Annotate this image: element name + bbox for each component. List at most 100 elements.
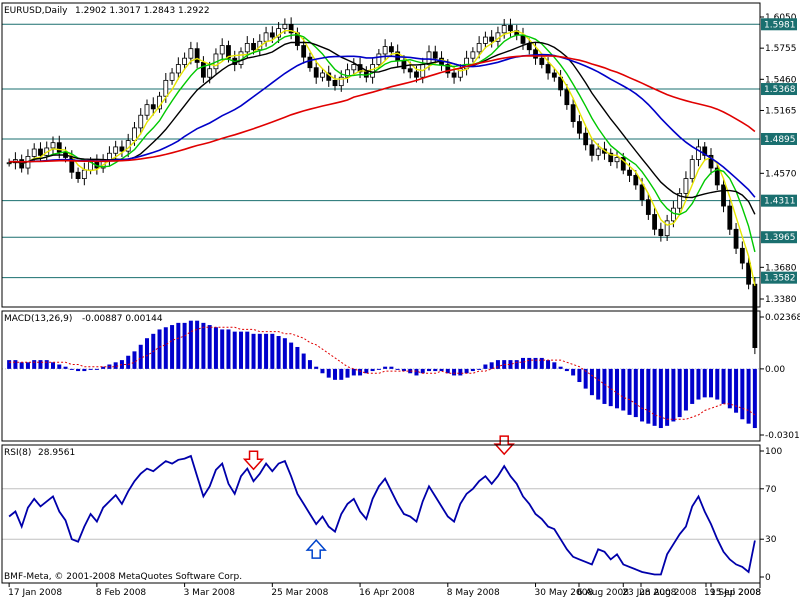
rsi-arrow-down-icon [242,450,265,471]
candle-body [508,25,513,32]
macd-bar [546,360,551,369]
macd-bar [690,368,695,404]
macd-bar [82,368,87,372]
candle-body [577,121,582,134]
macd-bar [132,351,137,369]
moving-average-line [9,54,756,163]
macd-bar [389,366,394,369]
rsi-ytick-label: 0 [765,573,771,583]
macd-bar [715,368,720,400]
x-tick-label: 16 Apr 2008 [359,588,415,598]
x-tick-label: 23 Jun 2008 [622,588,676,598]
price-header-values: 1.2902 1.3017 1.2843 1.2922 [75,6,210,16]
macd-bar [439,368,444,372]
candle-body [677,192,683,209]
candle-body [138,114,144,129]
price-ytick-label: 1.5460 [765,75,797,85]
macd-bar [521,357,525,369]
macd-bar [163,327,168,369]
macd-bar [88,368,93,370]
x-tick-label: 25 Mar 2008 [271,588,328,598]
macd-bar [138,344,143,369]
candle-body [301,45,307,58]
candle-body [664,220,670,237]
macd-bar [596,368,601,400]
x-tick-label: 3 Mar 2008 [184,588,236,598]
macd-bar [232,331,237,369]
macd-bar [633,368,638,418]
macd-bar [188,320,193,369]
candle-body [658,228,664,237]
candle-body [370,64,376,78]
macd-panel: 0.02368 0.00 -0.03018 [2,313,800,441]
candle-body [269,32,275,38]
candle-body [207,68,213,78]
macd-bar [401,368,406,372]
price-ytick-label: 1.4570 [765,169,797,179]
macd-bar [32,360,37,369]
candle-body [200,62,206,78]
candle-body [182,57,188,65]
macd-bar [239,331,243,369]
rsi-ytick-label: 30 [765,535,777,545]
rsi-ytick-label: 100 [765,447,782,457]
candle-body [739,247,745,264]
macd-bar [333,368,337,380]
watermark: BMF-Meta, © 2001-2008 MetaQuotes Softwar… [4,572,242,582]
macd-bar [539,357,544,369]
x-tick-label: 28 Aug 2008 [639,588,697,598]
macd-bar [145,338,149,369]
candle-body [476,43,482,53]
candle-body [219,45,225,55]
level-price-label: 1.4895 [764,135,796,145]
candle-body [119,146,125,152]
level-price-label: 1.4311 [764,197,796,207]
macd-bar [477,368,482,370]
candle-body [169,72,175,81]
candle-body [708,154,714,169]
moving-average-line [8,33,756,253]
price-ytick-label: 1.3380 [765,295,797,305]
macd-bar [727,368,732,409]
candle-body [671,207,676,222]
macd-frame [1,310,761,442]
candle-body [752,283,758,348]
macd-bar [508,360,513,369]
macd-bar [646,368,651,424]
candle-body [81,169,87,179]
macd-bar [276,336,281,369]
macd-header-name: MACD(13,26,9) [4,314,72,324]
candle-body [188,48,194,59]
candle-body [426,51,432,65]
macd-bar [458,368,463,376]
candle-body [388,46,394,53]
macd-bar [752,368,757,429]
macd-bar [51,362,55,369]
macd-bar [370,368,375,372]
candle-body [639,184,645,201]
macd-bar [427,368,431,372]
rsi-header-values: 28.9561 [38,448,75,458]
macd-bar [527,357,532,369]
candle-body [144,104,150,116]
macd-bar [170,325,175,369]
candle-body [589,144,595,156]
candle-body [345,69,350,78]
price-ytick-label: 1.5755 [765,44,797,54]
rsi-panel: 100 70 30 0 [2,435,782,583]
macd-bar [615,368,619,409]
macd-bar [314,366,319,369]
candle-body [75,171,81,179]
candle-body [595,148,601,156]
macd-bar [282,338,287,369]
candle-body [107,152,112,160]
candle-body [113,146,119,154]
macd-bar [13,360,18,369]
level-price-tag [761,194,797,207]
macd-bar [195,320,200,369]
macd-bar [207,325,212,369]
macd-bar [640,368,645,422]
level-price-tag [761,271,797,284]
candle-body [714,167,720,186]
candle-body [338,76,344,87]
